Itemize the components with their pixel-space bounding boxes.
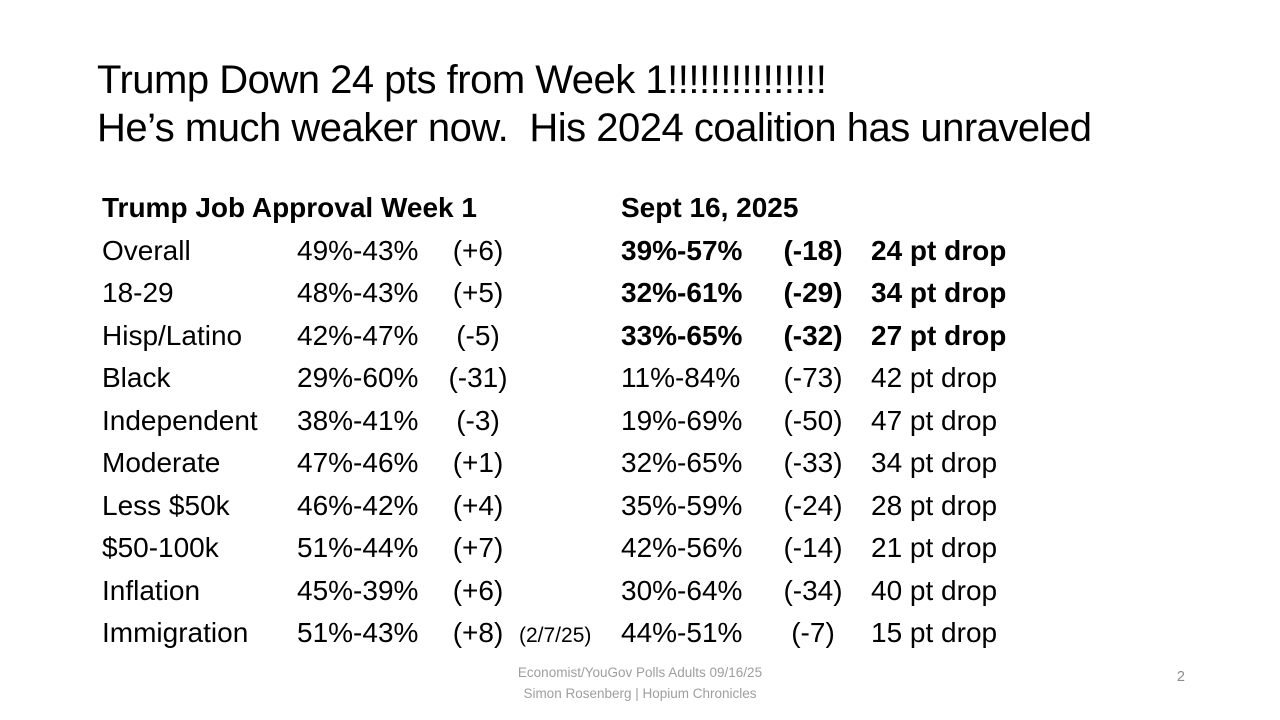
pt-drop-value: 28 pt drop (871, 489, 998, 521)
row-label: Overall (102, 234, 191, 266)
approval-table: Trump Job Approval Week 1 Sept 16, 2025 … (102, 187, 1034, 658)
row-label: 18-29 (102, 277, 174, 308)
footer-author-line: Simon Rosenberg | Hopium Chronicles (523, 686, 757, 701)
row-label: Less $50k (102, 489, 230, 521)
week1-score: 51%-43% (297, 617, 419, 648)
week1-score: 38%-41% (297, 404, 419, 436)
sept16-score: 39%-57% (621, 234, 743, 266)
pt-drop-value: 47 pt drop (871, 404, 998, 436)
week1-score: 45%-39% (297, 574, 419, 606)
row-label: $50-100k (102, 532, 219, 563)
week1-score: 51%-44% (297, 532, 419, 563)
sept16-net-margin: (-32) (783, 319, 843, 351)
sept16-score: 19%-69% (621, 404, 743, 436)
sept16-score: 32%-61% (621, 277, 743, 308)
week1-net-margin: (-5) (456, 319, 500, 351)
week1-net-margin: (+6) (452, 234, 504, 266)
sept16-net-margin: (-7) (791, 617, 835, 648)
week1-score: 48%-43% (297, 277, 419, 308)
week1-score: 42%-47% (297, 319, 419, 351)
table-header-row: Trump Job Approval Week 1 Sept 16, 2025 (102, 187, 1034, 230)
table-row: $50-100k 51%-44% (+7) 42%-56% (-14) 21 p… (102, 527, 1034, 570)
sept16-score: 35%-59% (621, 489, 743, 521)
sept16-net-margin: (-29) (783, 277, 843, 308)
week1-net-margin: (+4) (452, 489, 504, 521)
week1-score: 46%-42% (297, 489, 419, 521)
table-header-week1: Trump Job Approval Week 1 (102, 192, 477, 223)
slide-title-line1: Trump Down 24 pts from Week 1!!!!!!!!!!!… (97, 58, 827, 102)
sept16-score: 44%-51% (621, 617, 743, 648)
table-row: 18-29 48%-43% (+5) 32%-61% (-29) 34 pt d… (102, 272, 1034, 315)
table-row: Immigration 51%-43% (+8) (2/7/25) 44%-51… (102, 612, 1034, 658)
table-row: Black 29%-60% (-31) 11%-84% (-73) 42 pt … (102, 357, 1034, 400)
pt-drop-value: 42 pt drop (871, 362, 998, 393)
table-header-sept16: Sept 16, 2025 (621, 192, 799, 223)
pt-drop-value: 34 pt drop (871, 447, 998, 478)
pt-drop-value: 34 pt drop (871, 277, 1007, 308)
table-row: Independent 38%-41% (-3) 19%-69% (-50) 4… (102, 400, 1034, 443)
week1-net-margin: (-31) (448, 362, 508, 393)
week1-net-margin: (+5) (452, 277, 504, 308)
table-row: Inflation 45%-39% (+6) 30%-64% (-34) 40 … (102, 570, 1034, 613)
slide-title: Trump Down 24 pts from Week 1!!!!!!!!!!!… (97, 56, 1092, 152)
approval-table-body: Overall 49%-43% (+6) 39%-57% (-18) 24 pt… (102, 230, 1034, 658)
pt-drop-value: 21 pt drop (871, 532, 998, 563)
pt-drop-value: 27 pt drop (871, 319, 1007, 351)
pt-drop-value: 15 pt drop (871, 617, 998, 648)
week1-net-margin: (+7) (452, 532, 504, 563)
sept16-score: 33%-65% (621, 319, 743, 351)
sept16-net-margin: (-24) (783, 489, 843, 521)
sept16-score: 30%-64% (621, 574, 743, 606)
sept16-score: 32%-65% (621, 447, 743, 478)
row-label: Hisp/Latino (102, 319, 243, 351)
table-row: Moderate 47%-46% (+1) 32%-65% (-33) 34 p… (102, 442, 1034, 485)
table-row: Hisp/Latino 42%-47% (-5) 33%-65% (-32) 2… (102, 315, 1034, 358)
sept16-net-margin: (-34) (783, 574, 843, 606)
row-label: Inflation (102, 574, 201, 606)
week1-net-margin: (+8) (452, 617, 504, 648)
pt-drop-value: 24 pt drop (871, 234, 1007, 266)
week1-score: 49%-43% (297, 234, 419, 266)
week1-net-margin: (+1) (452, 447, 504, 478)
row-label: Black (102, 362, 171, 393)
sept16-net-margin: (-73) (783, 362, 843, 393)
sept16-score: 11%-84% (621, 362, 741, 393)
row-label: Moderate (102, 447, 221, 478)
week1-net-margin: (-3) (456, 404, 500, 436)
week1-score: 47%-46% (297, 447, 419, 478)
sept16-net-margin: (-50) (783, 404, 843, 436)
slide-footer: Economist/YouGov Polls Adults 09/16/25 S… (0, 662, 1280, 704)
week1-date-note: (2/7/25) (519, 624, 592, 647)
week1-net-margin: (+6) (452, 574, 504, 606)
page-number: 2 (1176, 669, 1185, 685)
table-row: Less $50k 46%-42% (+4) 35%-59% (-24) 28 … (102, 485, 1034, 528)
sept16-net-margin: (-18) (783, 234, 843, 266)
slide-title-line2: He’s much weaker now. His 2024 coalition… (97, 106, 1092, 150)
pt-drop-value: 40 pt drop (871, 574, 998, 606)
sept16-net-margin: (-14) (783, 532, 843, 563)
sept16-score: 42%-56% (621, 532, 743, 563)
week1-score: 29%-60% (297, 362, 419, 393)
row-label: Immigration (102, 617, 249, 648)
row-label: Independent (102, 404, 258, 436)
sept16-net-margin: (-33) (783, 447, 843, 478)
table-row: Overall 49%-43% (+6) 39%-57% (-18) 24 pt… (102, 230, 1034, 273)
footer-source-line: Economist/YouGov Polls Adults 09/16/25 (517, 665, 763, 680)
